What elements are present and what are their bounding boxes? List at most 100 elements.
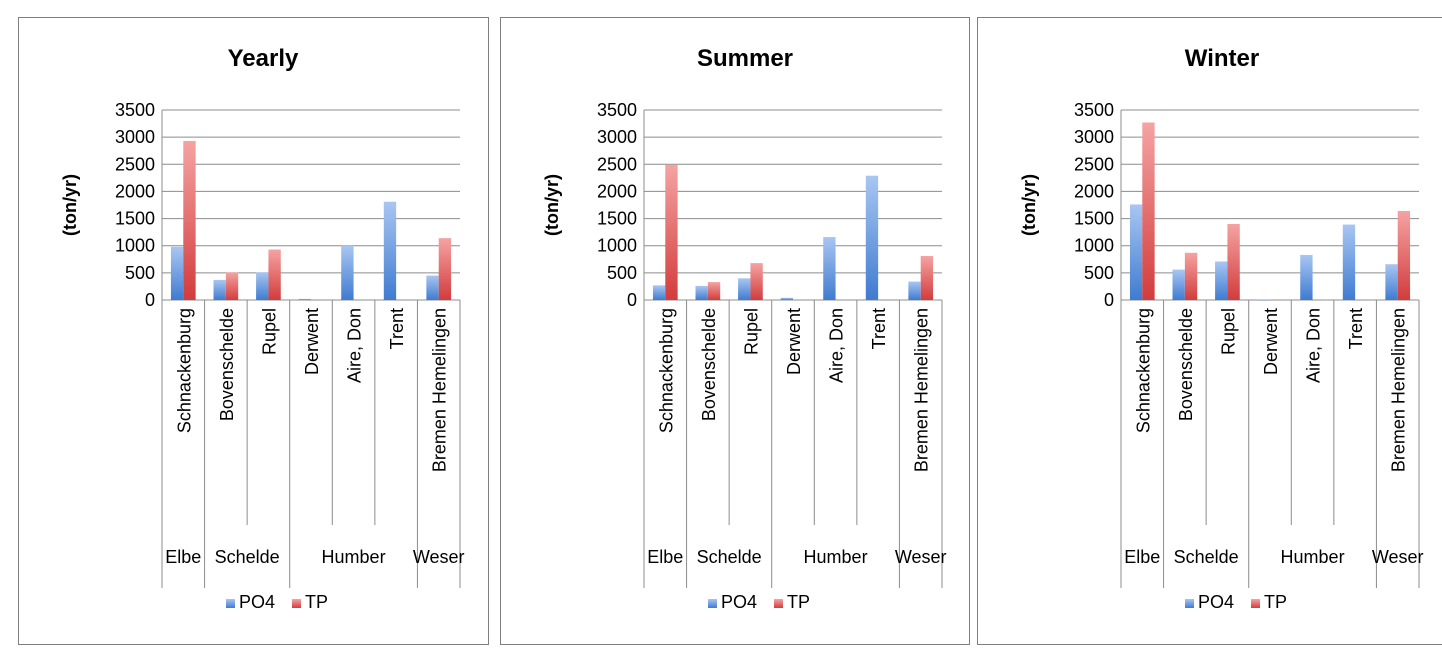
category-label-derwent: Derwent (302, 308, 322, 375)
legend-label-tp: TP (787, 592, 810, 612)
bar-po4-bovenschelde (1172, 269, 1185, 300)
y-tick-label-3500: 3500 (597, 100, 637, 120)
group-label-elbe: Elbe (165, 547, 201, 567)
bar-tp-bremen-hemelingen (920, 256, 934, 300)
category-label-aire-don: Aire, Don (1304, 308, 1324, 383)
bar-po4-rupel (738, 278, 751, 300)
category-label-bremen-hemelingen: Bremen Hemelingen (912, 308, 932, 472)
chart-panel-yearly: Yearly (ton/yr) 0 500 1000 1500 2000 2500 3000 35… (18, 17, 489, 645)
bar-po4-trent (383, 201, 397, 300)
chart-panel-winter: Winter (ton/yr) 0 500 1000 1500 2000 2500 3000 35… (977, 17, 1442, 645)
y-tick-label-2500: 2500 (597, 154, 637, 174)
legend-swatch-po4 (1185, 599, 1194, 608)
legend-swatch-po4 (226, 599, 235, 608)
y-tick-label-2500: 2500 (115, 154, 155, 174)
bar-tp-rupel (750, 263, 763, 300)
bar-po4-bremen-hemelingen (426, 275, 439, 300)
y-tick-label-2000: 2000 (1074, 181, 1114, 201)
y-tick-label-1000: 1000 (597, 236, 637, 256)
chart-yearly: Yearly (ton/yr) 0 500 1000 1500 2000 2500 3000 35… (60, 45, 465, 612)
y-tick-label-3000: 3000 (115, 127, 155, 147)
legend-label-tp: TP (305, 592, 328, 612)
category-label-rupel: Rupel (259, 308, 279, 355)
bar-po4-bremen-hemelingen (1385, 264, 1398, 300)
category-label-derwent: Derwent (784, 308, 804, 375)
y-tick-label-2000: 2000 (597, 181, 637, 201)
legend-label-tp: TP (1264, 592, 1287, 612)
category-label-bovenschelde: Bovenschelde (217, 308, 237, 421)
bar-po4-aire-don (823, 237, 836, 300)
bar-tp-rupel (268, 249, 281, 300)
bar-po4-bovenschelde (213, 279, 226, 300)
y-tick-label-3500: 3500 (1074, 100, 1114, 120)
legend-swatch-po4 (708, 599, 717, 608)
bar-tp-bovenschelde (225, 272, 239, 300)
y-tick-label-1500: 1500 (115, 209, 155, 229)
bar-po4-trent (865, 175, 879, 300)
group-label-elbe: Elbe (647, 547, 683, 567)
category-label-rupel: Rupel (741, 308, 761, 355)
chart-panel-summer: Summer (ton/yr) 0 500 1000 1500 2000 2500 3000 35… (500, 17, 970, 645)
category-label-bovenschelde: Bovenschelde (699, 308, 719, 421)
legend-label-po4: PO4 (1198, 592, 1234, 612)
bar-po4-aire-don (1300, 254, 1313, 300)
y-tick-label-500: 500 (607, 263, 637, 283)
group-label-weser: Weser (413, 547, 465, 567)
legend-swatch-tp (292, 599, 301, 608)
category-label-derwent: Derwent (1261, 308, 1281, 375)
y-tick-label-0: 0 (1104, 290, 1114, 310)
bar-po4-derwent (298, 298, 311, 300)
bar-tp-schnackenburg (1142, 122, 1155, 300)
bar-tp-schnackenburg (665, 164, 678, 300)
bar-po4-trent (1342, 224, 1356, 300)
bar-po4-schnackenburg (652, 285, 666, 300)
group-label-humber: Humber (804, 547, 868, 567)
y-tick-label-0: 0 (627, 290, 637, 310)
category-label-rupel: Rupel (1218, 308, 1238, 355)
y-tick-label-500: 500 (1084, 263, 1114, 283)
category-label-bremen-hemelingen: Bremen Hemelingen (1389, 308, 1409, 472)
chart-title-summer: Summer (697, 45, 793, 72)
legend-label-po4: PO4 (721, 592, 757, 612)
category-label-aire-don: Aire, Don (345, 308, 365, 383)
group-label-schelde: Schelde (215, 547, 280, 567)
y-tick-label-3000: 3000 (597, 127, 637, 147)
y-tick-label-3500: 3500 (115, 100, 155, 120)
bar-po4-derwent (1257, 299, 1270, 301)
bar-po4-bovenschelde (695, 285, 708, 300)
bar-po4-bremen-hemelingen (908, 281, 921, 300)
category-label-aire-don: Aire, Don (827, 308, 847, 383)
bar-tp-bremen-hemelingen (438, 238, 452, 300)
y-axis-label-yearly: (ton/yr) (60, 174, 80, 236)
y-axis-label-summer: (ton/yr) (542, 174, 562, 236)
group-label-schelde: Schelde (697, 547, 762, 567)
y-tick-label-0: 0 (145, 290, 155, 310)
bar-po4-schnackenburg (1129, 204, 1143, 300)
category-label-schnackenburg: Schnackenburg (174, 308, 194, 433)
bar-po4-derwent (780, 297, 793, 300)
bar-tp-schnackenburg (183, 140, 196, 300)
chart-title-winter: Winter (1185, 45, 1259, 72)
y-tick-label-1500: 1500 (597, 209, 637, 229)
y-tick-label-1000: 1000 (1074, 236, 1114, 256)
legend-swatch-tp (774, 599, 783, 608)
group-label-humber: Humber (322, 547, 386, 567)
category-label-trent: Trent (1346, 308, 1366, 349)
legend-label-po4: PO4 (239, 592, 275, 612)
group-label-schelde: Schelde (1174, 547, 1239, 567)
y-axis-label-winter: (ton/yr) (1019, 174, 1039, 236)
y-tick-label-1000: 1000 (115, 236, 155, 256)
category-label-bremen-hemelingen: Bremen Hemelingen (430, 308, 450, 472)
category-label-trent: Trent (387, 308, 407, 349)
legend-swatch-tp (1251, 599, 1260, 608)
y-tick-label-3000: 3000 (1074, 127, 1114, 147)
category-label-trent: Trent (869, 308, 889, 349)
group-label-weser: Weser (895, 547, 947, 567)
group-label-elbe: Elbe (1124, 547, 1160, 567)
bar-po4-schnackenburg (170, 246, 184, 300)
category-label-schnackenburg: Schnackenburg (1133, 308, 1153, 433)
bar-tp-rupel (1227, 224, 1240, 300)
bar-tp-bovenschelde (707, 282, 721, 300)
chart-title-yearly: Yearly (228, 45, 299, 72)
bar-po4-rupel (256, 272, 269, 300)
